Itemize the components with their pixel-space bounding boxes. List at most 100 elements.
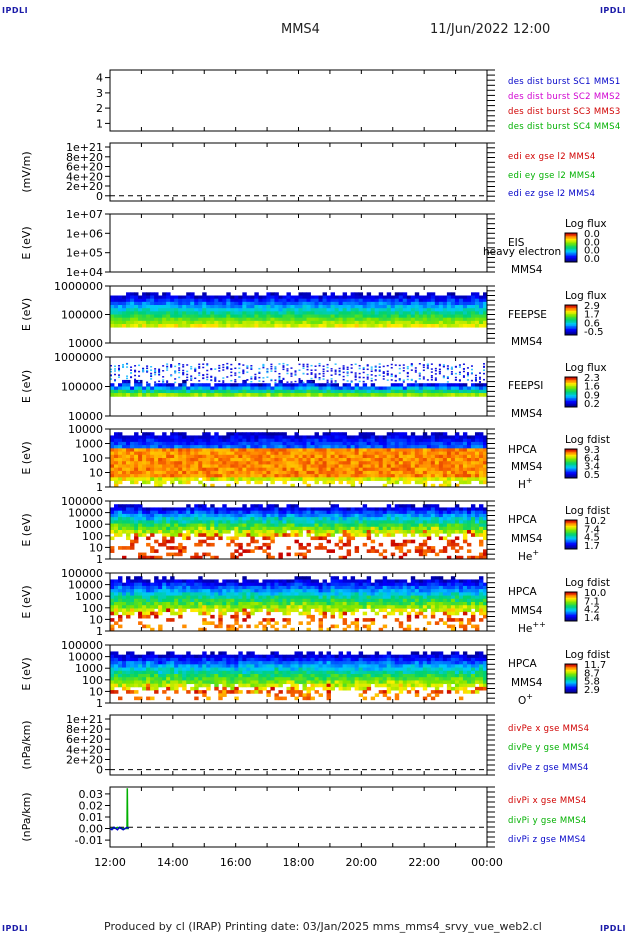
heatmap-cell (418, 517, 424, 521)
heatmap-cell (358, 513, 364, 518)
heatmap-cell (366, 311, 372, 315)
heatmap-speck (446, 376, 449, 378)
heatmap-cell (158, 517, 163, 521)
heatmap-speck (478, 372, 481, 374)
heatmap-cell (162, 474, 167, 478)
heatmap-cell (266, 552, 271, 557)
heatmap-cell (118, 523, 123, 528)
heatmap-cell (478, 461, 484, 465)
heatmap-cell (162, 389, 167, 394)
heatmap-cell (206, 530, 211, 534)
heatmap-cell (482, 451, 488, 456)
heatmap-cell (206, 320, 211, 325)
heatmap-cell (242, 311, 247, 315)
heatmap-cell (354, 317, 360, 322)
heatmap-cell (434, 507, 440, 512)
heatmap-cell (302, 435, 307, 440)
heatmap-cell (206, 386, 211, 391)
heatmap-cell (354, 295, 360, 300)
heatmap-cell (146, 480, 151, 485)
heatmap-speck (430, 375, 433, 377)
heatmap-cell (230, 470, 235, 475)
colorbar-swatch (565, 233, 577, 235)
heatmap-cell (186, 507, 191, 512)
heatmap-cell (174, 520, 179, 524)
heatmap-cell (170, 386, 175, 391)
heatmap-cell (250, 441, 255, 446)
heatmap-cell (390, 513, 396, 518)
heatmap-cell (266, 317, 271, 322)
heatmap-cell (334, 458, 340, 462)
heatmap-speck (394, 380, 397, 382)
heatmap-speck (166, 380, 169, 382)
heatmap-cell (138, 552, 143, 557)
heatmap-cell (146, 464, 151, 469)
heatmap-cell (458, 458, 464, 462)
heatmap-cell (370, 441, 376, 446)
heatmap-cell (230, 432, 235, 436)
heatmap-cell (254, 474, 259, 478)
heatmap-cell (222, 393, 227, 397)
heatmap-cell (342, 292, 348, 296)
heatmap-cell (154, 448, 159, 452)
heatmap-cell (178, 474, 183, 478)
instrument-label: FEEPSI (508, 380, 543, 392)
heatmap-cell (450, 507, 456, 512)
heatmap-speck (438, 370, 441, 373)
heatmap-cell (354, 305, 360, 309)
heatmap-cell (322, 317, 327, 322)
heatmap-cell (278, 298, 283, 303)
heatmap-cell (382, 308, 388, 312)
heatmap-cell (190, 454, 195, 459)
heatmap-cell (418, 523, 424, 528)
heatmap-cell (374, 520, 380, 524)
heatmap-cell (190, 386, 195, 391)
heatmap-cell (246, 386, 251, 391)
heatmap-cell (214, 445, 219, 449)
heatmap-cell (378, 526, 384, 531)
heatmap-cell (242, 510, 247, 515)
heatmap-cell (290, 526, 295, 531)
heatmap-cell (450, 308, 456, 312)
heatmap-cell (446, 467, 452, 472)
heatmap-speck (402, 364, 405, 366)
heatmap-cell (274, 470, 279, 475)
heatmap-cell (178, 517, 183, 521)
heatmap-cell (206, 432, 211, 436)
heatmap-cell (234, 474, 239, 478)
heatmap-cell (446, 435, 452, 440)
heatmap-cell (370, 510, 376, 515)
heatmap-cell (482, 510, 488, 515)
heatmap-cell (122, 470, 127, 475)
heatmap-cell (314, 477, 319, 481)
heatmap-cell (250, 432, 255, 436)
heatmap-cell (186, 517, 191, 521)
heatmap-cell (414, 507, 420, 512)
heatmap-cell (470, 298, 476, 303)
heatmap-cell (206, 317, 211, 322)
heatmap-cell (190, 438, 195, 443)
colorbar-tick-label: 1.6 (584, 382, 600, 393)
heatmap-cell (474, 448, 480, 452)
heatmap-cell (134, 520, 139, 524)
heatmap-cell (462, 389, 468, 394)
heatmap-cell (394, 448, 400, 452)
heatmap-cell (406, 520, 412, 524)
heatmap-cell (182, 324, 187, 328)
heatmap-cell (342, 533, 348, 537)
heatmap-cell (118, 517, 123, 521)
heatmap-cell (110, 549, 115, 553)
heatmap-cell (170, 474, 175, 478)
heatmap-cell (442, 386, 448, 391)
heatmap-cell (306, 308, 311, 312)
heatmap-cell (262, 298, 267, 303)
colorbar-swatch (565, 234, 577, 237)
heatmap-cell (130, 595, 135, 600)
heatmap-cell (178, 458, 183, 462)
heatmap-cell (278, 311, 283, 315)
heatmap-cell (238, 301, 243, 306)
heatmap-cell (230, 458, 235, 462)
heatmap-cell (446, 389, 452, 394)
heatmap-cell (314, 530, 319, 534)
heatmap-cell (370, 389, 376, 394)
